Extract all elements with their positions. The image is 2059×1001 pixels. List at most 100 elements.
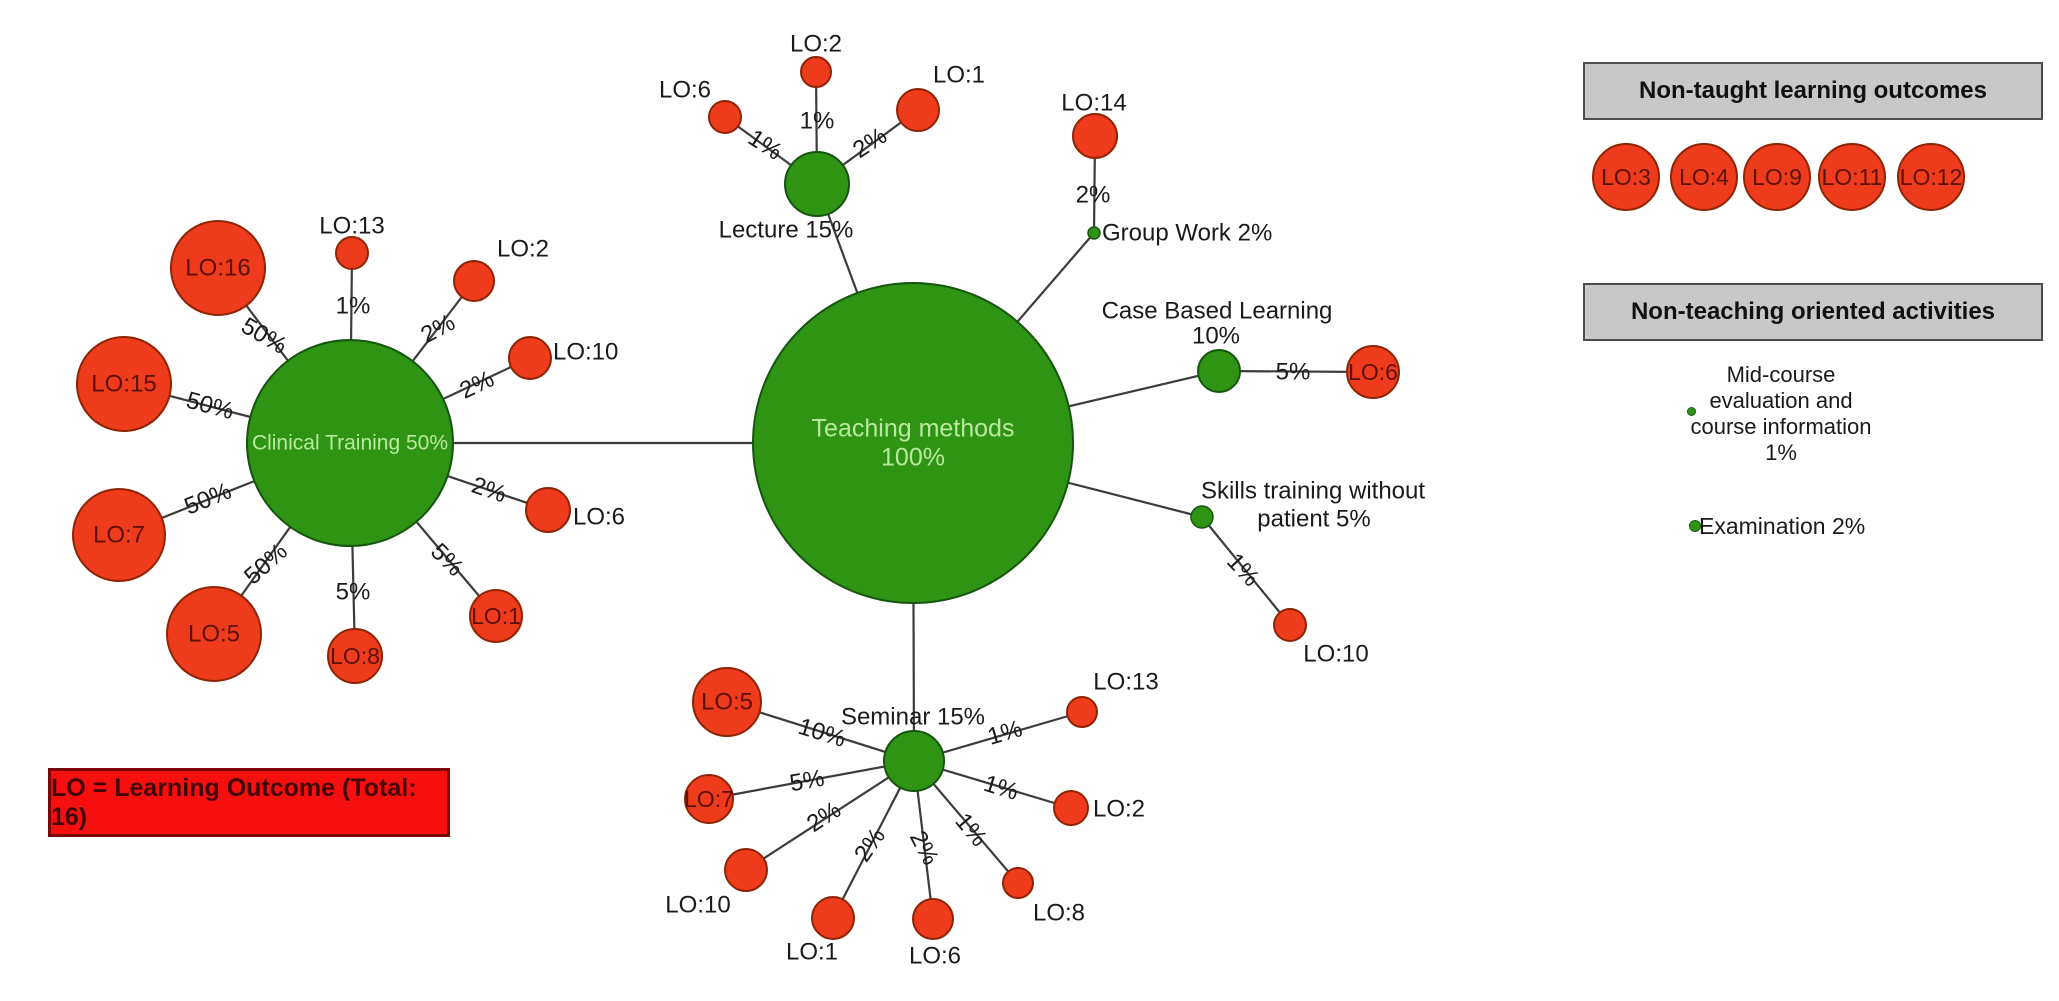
edge-label-seminar-se10: 2%: [802, 796, 846, 838]
edge-label-clinical-cl13: 1%: [336, 293, 371, 320]
node-cl16: [170, 220, 266, 316]
node-se7: [684, 774, 734, 824]
label-skills-2: patient 5%: [1257, 506, 1370, 533]
edge-skills-sk10: [1201, 516, 1291, 626]
lo-chip-label: LO:12: [1899, 163, 1963, 190]
node-label-teaching: 100%: [881, 443, 945, 471]
node-cb6: [1346, 345, 1400, 399]
node-label-se5: LO:5: [701, 689, 753, 716]
node-label-cl7: LO:7: [93, 522, 145, 549]
midcourse-line: 1%: [1765, 440, 1797, 465]
node-se8: [1002, 867, 1034, 899]
label-lo1-seminar: LO:1: [786, 939, 838, 966]
node-lec1: [896, 88, 940, 132]
node-label-se7: LO:7: [684, 786, 734, 812]
node-skills: [1190, 505, 1214, 529]
node-lec6: [708, 100, 742, 134]
node-lo14: [1072, 113, 1118, 159]
edge-label-seminar-se2: 1%: [980, 770, 1021, 806]
node-cl15: [76, 336, 172, 432]
node-label-cb6: LO:6: [1348, 359, 1398, 385]
node-label-clinical: Clinical Training 50%: [252, 432, 448, 455]
label-seminar: Seminar 15%: [841, 704, 985, 731]
midcourse-dot-icon: [1687, 407, 1696, 416]
node-se5: [692, 667, 762, 737]
edge-label-groupwork-lo14: 2%: [1076, 182, 1111, 209]
non-taught-outcome-lo9: LO:9: [1743, 143, 1811, 211]
node-lec2: [800, 56, 832, 88]
lo-chip-label: LO:4: [1679, 163, 1729, 190]
legend-label: LO = Learning Outcome (Total: 16): [51, 773, 417, 831]
node-se2: [1053, 790, 1089, 826]
node-cl8: [327, 628, 383, 684]
node-sk10: [1273, 608, 1307, 642]
node-casebased: [1197, 349, 1241, 393]
label-lo8-seminar: LO:8: [1033, 900, 1085, 927]
node-cl7: [72, 488, 166, 582]
non-taught-outcome-lo12: LO:12: [1897, 143, 1965, 211]
node-se13: [1066, 696, 1098, 728]
label-lo1-lecture: LO:1: [933, 62, 985, 89]
label-lo2-seminar: LO:2: [1093, 796, 1145, 823]
lo-chip-label: LO:3: [1601, 163, 1651, 190]
label-lecture: Lecture 15%: [719, 217, 854, 244]
midcourse-item: Mid-course evaluation and course informa…: [1661, 362, 1901, 466]
edge-seminar-se10: [745, 760, 915, 871]
midcourse-line: course information: [1690, 414, 1872, 439]
label-lo2-lecture: LO:2: [790, 31, 842, 58]
label-skills-1: Skills training without: [1201, 478, 1425, 505]
node-groupwork: [1087, 226, 1101, 240]
non-taught-title: Non-taught learning outcomes: [1639, 77, 1987, 104]
node-label-cl5: LO:5: [188, 621, 240, 648]
edge-label-clinical-cl6: 2%: [468, 472, 510, 509]
node-label-cl1: LO:1: [471, 603, 521, 629]
edge-label-seminar-se13: 1%: [985, 715, 1026, 751]
edge-label-clinical-cl7: 50%: [181, 477, 236, 520]
non-teaching-title: Non-teaching oriented activities: [1630, 298, 1996, 325]
non-taught-outcome-lo4: LO:4: [1670, 143, 1738, 211]
label-lo2-clinical: LO:2: [497, 236, 549, 263]
node-seminar: [883, 730, 945, 792]
edge-label-seminar-se7: 5%: [788, 765, 827, 798]
node-se6: [912, 898, 954, 940]
label-lo13-clinical: LO:13: [319, 213, 384, 240]
edge-label-lecture-lec6: 1%: [743, 124, 787, 166]
node-cl13: [335, 236, 369, 270]
midcourse-line: Mid-course: [1726, 362, 1836, 387]
label-lo10-skills: LO:10: [1303, 641, 1368, 668]
node-cl10: [508, 336, 552, 380]
node-cl1: [469, 589, 523, 643]
node-cl2: [453, 260, 495, 302]
node-label-teaching: Teaching methods: [812, 415, 1015, 443]
node-label-cl15: LO:15: [91, 371, 156, 398]
midcourse-line: evaluation and: [1709, 388, 1853, 413]
edge-label-clinical-cl5: 50%: [239, 538, 293, 590]
node-clinical: [246, 339, 454, 547]
edge-label-lecture-lec2: 1%: [800, 108, 835, 135]
non-taught-outcome-lo3: LO:3: [1592, 143, 1660, 211]
node-lecture: [784, 151, 850, 217]
label-lo14-groupwork: LO:14: [1061, 90, 1126, 117]
edge-label-clinical-cl8: 5%: [336, 579, 371, 606]
label-case-based-1: Case Based Learning: [1102, 298, 1333, 325]
examination-dot-icon: [1689, 520, 1701, 532]
node-label-cl8: LO:8: [330, 643, 380, 669]
node-teaching: [752, 282, 1074, 604]
edge-label-clinical-cl2: 2%: [416, 309, 459, 349]
non-taught-outcome-lo11: LO:11: [1818, 143, 1886, 211]
edge-seminar-se7: [708, 759, 915, 801]
edge-label-seminar-se1: 2%: [849, 823, 891, 867]
edge-label-seminar-se6: 2%: [904, 826, 944, 869]
label-lo6-lecture: LO:6: [659, 77, 711, 104]
node-cl5: [166, 586, 262, 682]
node-se1: [811, 896, 855, 940]
node-cl6: [525, 487, 571, 533]
edge-label-clinical-cl16: 50%: [236, 312, 291, 359]
label-lo10-clinical: LO:10: [553, 339, 618, 366]
examination-item: Examination 2%: [1699, 513, 1866, 539]
non-taught-header: Non-taught learning outcomes: [1583, 62, 2043, 120]
label-lo13-seminar: LO:13: [1093, 669, 1158, 696]
edge-label-casebased-cb6: 5%: [1276, 359, 1311, 386]
